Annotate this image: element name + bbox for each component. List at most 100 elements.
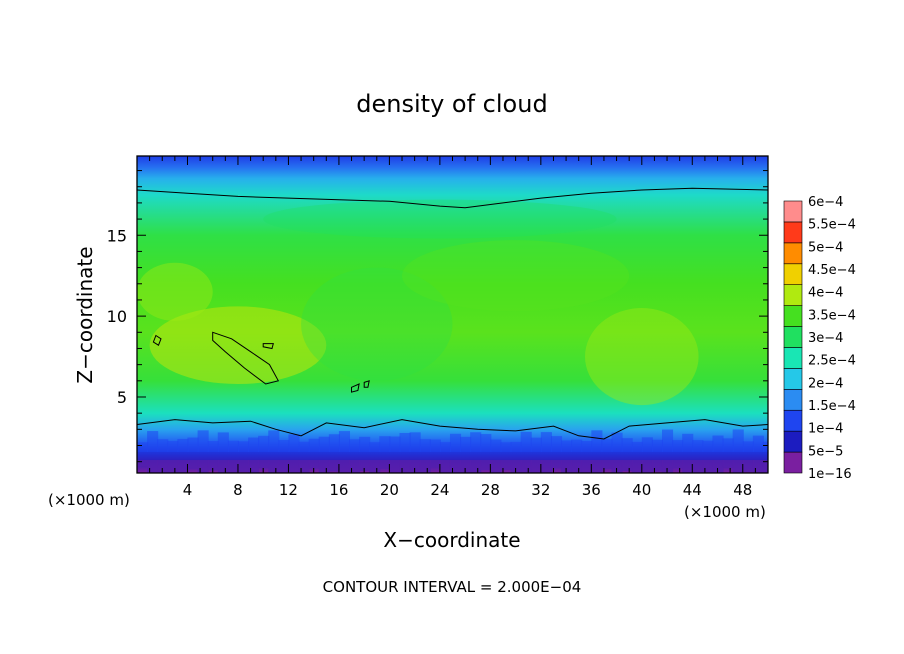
field-feature — [258, 435, 270, 452]
field-feature — [149, 306, 327, 385]
contour-blob — [363, 380, 370, 388]
field-feature — [359, 460, 371, 472]
y-axis-label: Z−coordinate — [73, 246, 97, 383]
field-feature — [571, 439, 583, 452]
colorbar-label: 5e−5 — [808, 444, 843, 459]
contour-blob — [152, 334, 162, 346]
x-tick-label: 4 — [183, 481, 193, 499]
field-feature — [510, 460, 522, 473]
field-feature — [672, 460, 684, 469]
field-feature — [661, 460, 674, 473]
x-axis-label: X−coordinate — [383, 528, 520, 552]
field-feature — [389, 436, 401, 452]
field-feature — [167, 440, 179, 452]
field-feature — [298, 460, 310, 473]
field-feature — [318, 436, 330, 452]
field-feature — [439, 460, 451, 473]
field-feature — [530, 437, 542, 452]
field-feature — [732, 429, 744, 452]
field-feature — [762, 441, 768, 452]
x-tick-label: 36 — [582, 481, 601, 499]
field-feature — [227, 460, 239, 473]
contour-lines — [137, 187, 768, 440]
field-feature — [369, 442, 381, 452]
field-feature — [268, 460, 280, 473]
field-feature — [641, 437, 653, 452]
field-feature — [581, 441, 593, 452]
contour-blob — [212, 331, 280, 385]
field-feature — [732, 460, 744, 473]
field-feature — [631, 441, 643, 452]
field-feature — [399, 460, 411, 473]
field-feature — [510, 441, 522, 452]
field-feature — [480, 434, 492, 452]
field-feature — [712, 435, 724, 452]
field-feature — [328, 460, 340, 472]
field-feature — [682, 460, 694, 473]
field-feature — [621, 438, 633, 452]
x-tick-label: 32 — [531, 481, 550, 499]
colorbar-swatch — [783, 263, 803, 285]
field-feature — [197, 460, 209, 473]
field-feature — [237, 441, 250, 452]
field-feature — [147, 431, 159, 452]
field-feature — [349, 460, 361, 473]
field-feature — [581, 460, 593, 473]
contour-interval-note: CONTOUR INTERVAL = 2.000E−04 — [323, 578, 582, 596]
colorbar-label: 1e−16 — [808, 467, 852, 482]
field-feature — [167, 460, 179, 473]
field-feature — [661, 429, 674, 452]
field-feature — [248, 460, 260, 473]
field-feature — [722, 438, 734, 452]
field-feature — [177, 460, 189, 473]
field-feature — [500, 442, 512, 452]
field-feature — [157, 460, 169, 473]
colorbar-label: 5e−4 — [808, 240, 843, 255]
field-feature — [449, 460, 462, 473]
field-feature — [177, 438, 189, 452]
colorbar-label: 3e−4 — [808, 331, 843, 346]
y-tick-label: 5 — [117, 388, 127, 407]
field-feature — [742, 441, 754, 452]
colorbar-swatch — [783, 242, 803, 265]
field-feature — [409, 432, 421, 452]
y-axis: 5 10 15 — [107, 170, 768, 463]
field-feature — [318, 460, 330, 473]
x-axis: 4 8 12 16 20 24 28 32 36 40 44 48 — [149, 156, 756, 499]
colorbar-swatch — [783, 326, 803, 348]
field-feature — [550, 460, 563, 468]
field-feature — [258, 460, 270, 468]
field-feature — [278, 440, 290, 452]
field-feature — [470, 432, 482, 452]
field-feature — [227, 440, 239, 452]
field-feature — [550, 436, 563, 452]
field-feature — [611, 460, 623, 473]
field-feature — [137, 262, 213, 321]
field-feature — [429, 460, 441, 468]
field-feature — [197, 430, 209, 452]
x-tick-label: 40 — [632, 481, 651, 499]
colorbar-swatch — [783, 368, 803, 390]
colorbar-label: 5.5e−4 — [808, 218, 856, 233]
x-tick-label: 48 — [733, 481, 752, 499]
colorbar-swatch — [783, 347, 803, 369]
x-unit-right: (×1000 m) — [684, 503, 766, 521]
colorbar-swatch — [783, 200, 803, 223]
x-unit-left: (×1000 m) — [48, 491, 130, 509]
field-feature — [409, 460, 421, 473]
colorbar-label: 4e−4 — [808, 286, 843, 301]
colorbar-swatch — [783, 389, 803, 411]
field-feature — [369, 460, 381, 473]
field-feature — [147, 460, 159, 473]
field-feature — [692, 460, 704, 473]
field-feature — [298, 441, 310, 452]
field-feature — [187, 460, 199, 470]
field-feature — [752, 435, 764, 452]
field-feature — [379, 436, 391, 452]
contour-blob — [351, 383, 360, 393]
field-feature — [338, 431, 351, 452]
field-feature — [561, 460, 573, 473]
field-feature — [601, 460, 613, 469]
field-feature — [359, 436, 371, 452]
x-tick-label: 16 — [329, 481, 348, 499]
